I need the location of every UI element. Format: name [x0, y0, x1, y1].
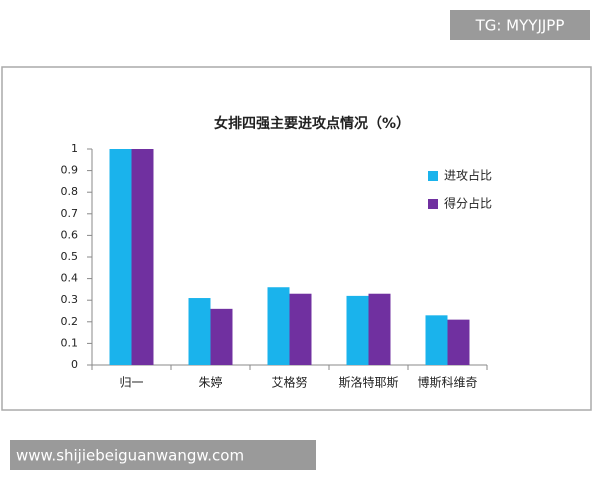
watermark-box — [450, 10, 590, 40]
x-tick-label: 斯洛特耶斯 — [338, 375, 398, 390]
x-tick-label: 博斯科维奇 — [417, 375, 477, 390]
bar — [447, 319, 470, 365]
legend-label: 进攻占比 — [444, 168, 492, 183]
legend-label: 得分占比 — [444, 196, 492, 211]
bar — [210, 308, 233, 365]
y-tick-label: 0.1 — [61, 336, 79, 349]
chart-title: 女排四强主要进攻点情况（%） — [214, 115, 410, 132]
watermark-box — [10, 440, 316, 470]
bar — [109, 149, 132, 365]
watermark: TG: MYYJJPP — [475, 17, 565, 35]
bar — [267, 287, 290, 365]
bar — [188, 298, 211, 365]
y-tick-label: 0.6 — [61, 228, 79, 241]
legend-swatch — [428, 171, 438, 181]
y-tick-label: 0.2 — [61, 315, 79, 328]
bar — [289, 293, 312, 365]
bar — [346, 295, 369, 365]
x-tick-label: 归一 — [119, 376, 143, 390]
x-tick-label: 朱婷 — [198, 375, 222, 390]
y-tick-label: 0.4 — [61, 272, 79, 285]
y-tick-label: 0.8 — [61, 185, 79, 198]
bar — [425, 315, 448, 365]
y-tick-label: 0.7 — [61, 207, 79, 220]
y-tick-label: 0.9 — [61, 164, 79, 177]
y-tick-label: 0 — [71, 358, 78, 371]
legend-swatch — [428, 199, 438, 209]
y-tick-label: 0.5 — [61, 250, 79, 263]
watermark: www.shijiebeiguanwangw.com — [16, 447, 244, 465]
x-tick-label: 艾格努 — [271, 375, 307, 390]
bar — [368, 293, 391, 365]
bar — [131, 149, 154, 365]
y-tick-label: 1 — [71, 142, 78, 155]
y-tick-label: 0.3 — [61, 293, 79, 306]
